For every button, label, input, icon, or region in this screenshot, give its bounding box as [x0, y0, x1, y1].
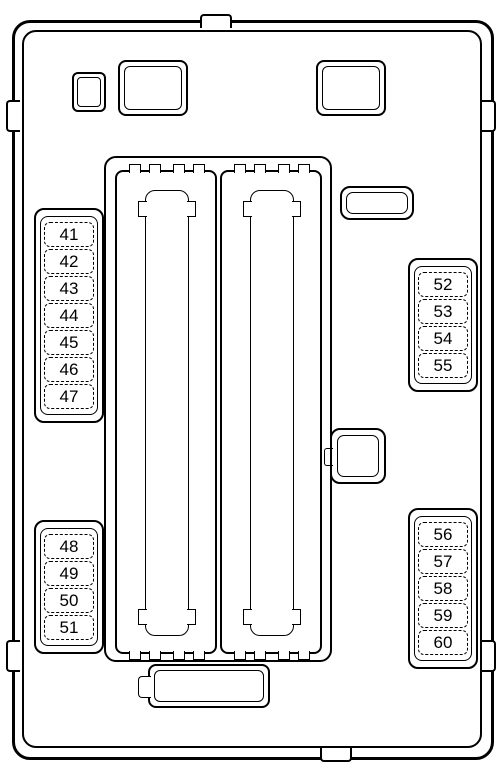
fuse-53: 53 — [418, 299, 468, 324]
fuse-47: 47 — [44, 384, 94, 409]
fuse-49: 49 — [44, 561, 94, 586]
top-connector-1 — [118, 60, 188, 116]
fuse-58: 58 — [418, 576, 468, 601]
fuse-56: 56 — [418, 522, 468, 547]
fuse-48: 48 — [44, 534, 94, 559]
fuse-44: 44 — [44, 303, 94, 328]
top-connector-small — [72, 72, 106, 112]
fuse-54: 54 — [418, 326, 468, 351]
notch-right-bottom — [482, 640, 496, 672]
fuse-59: 59 — [418, 603, 468, 628]
fuse-45: 45 — [44, 330, 94, 355]
top-connector-2 — [316, 60, 386, 116]
fuse-41: 41 — [44, 222, 94, 247]
notch-bottom — [320, 748, 352, 762]
fuse-57: 57 — [418, 549, 468, 574]
fuse-60: 60 — [418, 630, 468, 655]
fuse-group-left-top: 41 42 43 44 45 46 47 — [34, 208, 104, 423]
mid-right-connector — [340, 186, 414, 220]
notch-top — [200, 14, 232, 28]
fuse-group-right-top: 52 53 54 55 — [408, 258, 478, 392]
fuse-51: 51 — [44, 615, 94, 640]
fuse-group-left-bottom: 48 49 50 51 — [34, 520, 104, 654]
fuse-46: 46 — [44, 357, 94, 382]
fuse-55: 55 — [418, 353, 468, 378]
notch-left-top — [6, 100, 20, 132]
notch-right-top — [482, 100, 496, 132]
notch-left-bottom — [6, 640, 20, 672]
relay-column-right — [220, 170, 322, 654]
fuse-50: 50 — [44, 588, 94, 613]
fuse-group-right-bottom: 56 57 58 59 60 — [408, 508, 478, 669]
fuse-43: 43 — [44, 276, 94, 301]
relay-column-left — [115, 170, 217, 654]
mid-square-connector — [330, 428, 386, 484]
fuse-42: 42 — [44, 249, 94, 274]
bottom-connector — [148, 664, 270, 708]
fuse-52: 52 — [418, 272, 468, 297]
